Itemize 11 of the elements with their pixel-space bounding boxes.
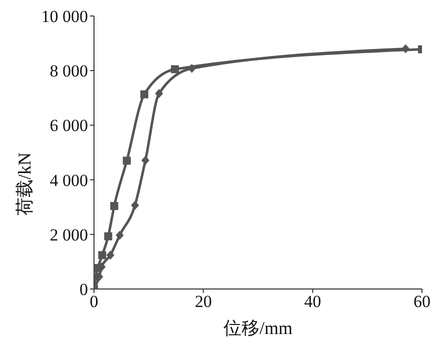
x-tick-label: 40 <box>304 292 322 312</box>
x-tick-label: 20 <box>194 292 212 312</box>
x-axis-title: 位移/mm <box>223 318 293 338</box>
x-tick-label: 60 <box>414 292 430 312</box>
y-axis-title: 荷载/kN <box>14 152 34 216</box>
y-tick-label: 6 000 <box>50 116 88 136</box>
y-tick-label: 0 <box>80 280 88 300</box>
y-tick-label: 8 000 <box>50 62 88 81</box>
y-tick-label: 2 000 <box>50 225 88 244</box>
y-tick-label: 10 000 <box>41 7 88 26</box>
y-tick-label: 4 000 <box>50 170 88 190</box>
